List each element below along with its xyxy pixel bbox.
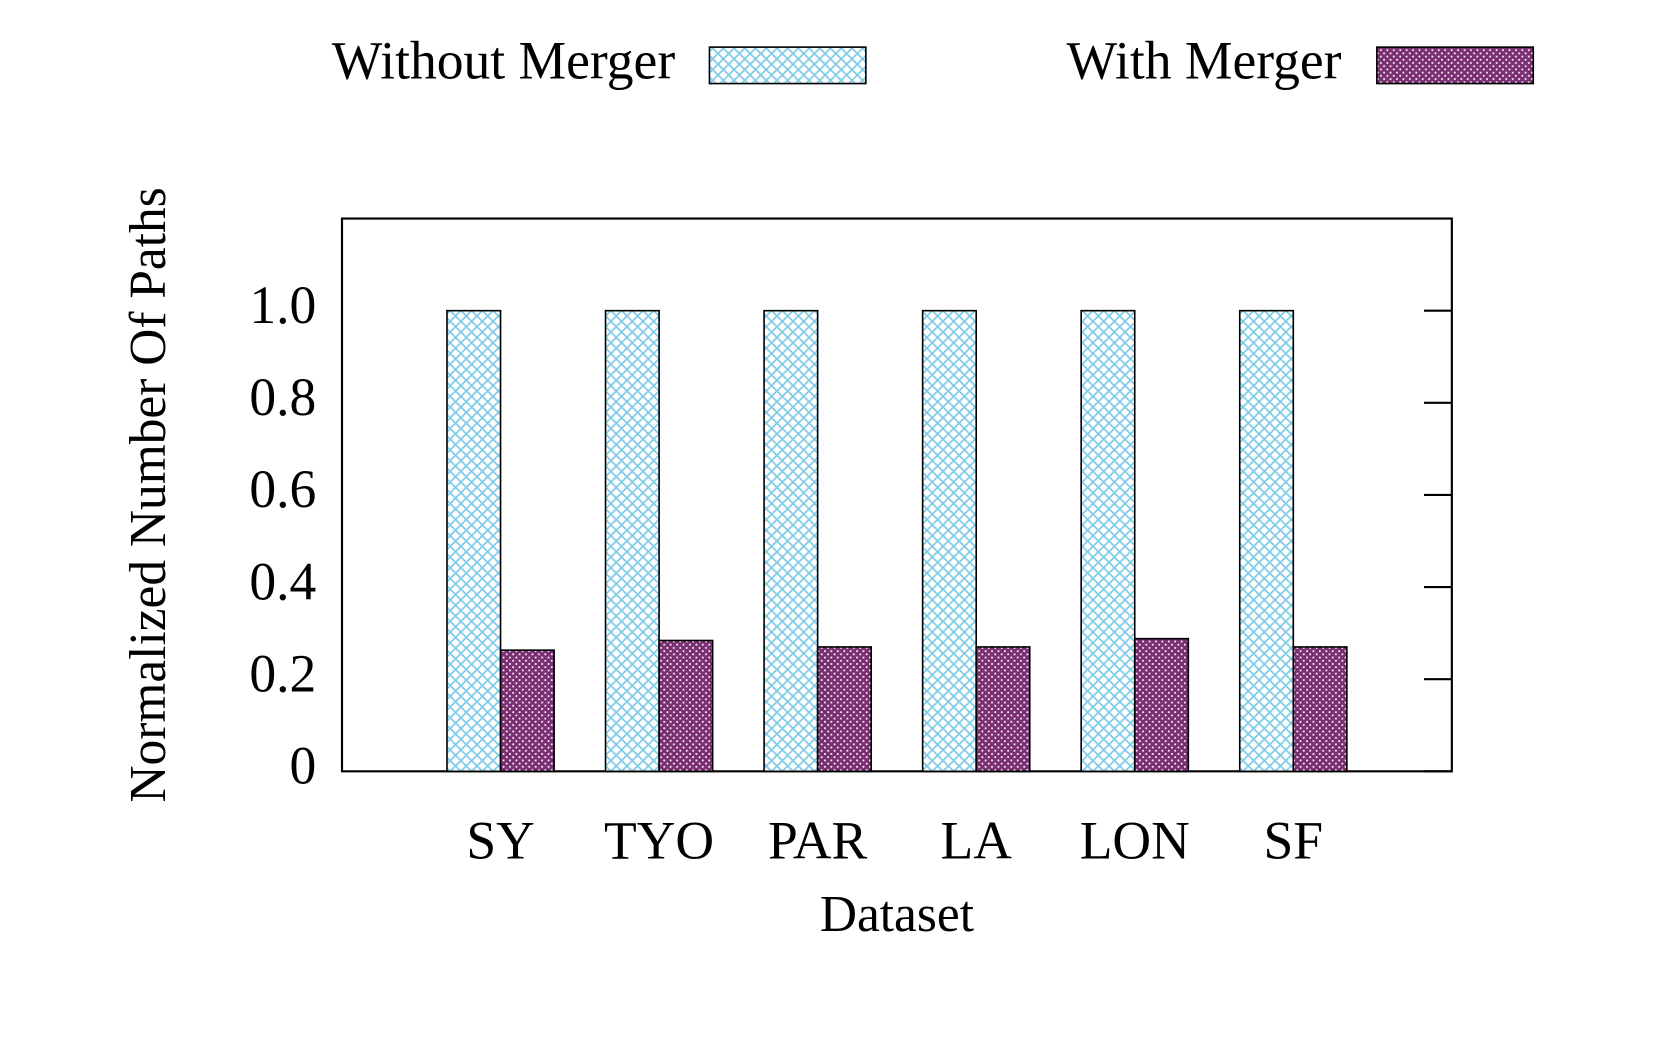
x-tick-label: PAR: [768, 811, 868, 871]
bar: [1133, 637, 1190, 773]
x-tick-label: TYO: [604, 811, 714, 871]
x-tick-label: LA: [940, 811, 1012, 871]
y-tick-label: 0.4: [249, 551, 316, 611]
bar: [1080, 309, 1136, 773]
legend-label: With Merger: [1067, 31, 1342, 91]
bar: [658, 639, 714, 773]
x-tick-label: SF: [1264, 811, 1324, 871]
legend-swatch: [1376, 46, 1535, 85]
bar: [763, 309, 819, 773]
y-tick-label: 0.6: [249, 459, 316, 519]
y-axis-title: Normalized Number Of Paths: [120, 187, 177, 802]
x-axis-title: Dataset: [820, 886, 974, 943]
x-tick-label: LON: [1080, 811, 1190, 871]
legend-label: Without Merger: [332, 31, 676, 91]
legend-swatch: [708, 46, 867, 85]
y-tick-label: 1.0: [249, 275, 316, 335]
y-tick-label: 0: [290, 736, 317, 796]
x-tick-label: SY: [466, 811, 534, 871]
bar: [921, 309, 977, 773]
y-tick-label: 0.8: [249, 367, 316, 427]
bar: [1238, 309, 1295, 773]
bar: [446, 309, 502, 773]
bar: [604, 309, 660, 773]
bar: [1292, 646, 1348, 773]
bar: [499, 649, 555, 773]
y-tick-label: 0.2: [249, 643, 316, 703]
bar: [816, 646, 873, 773]
bar: [975, 646, 1031, 773]
